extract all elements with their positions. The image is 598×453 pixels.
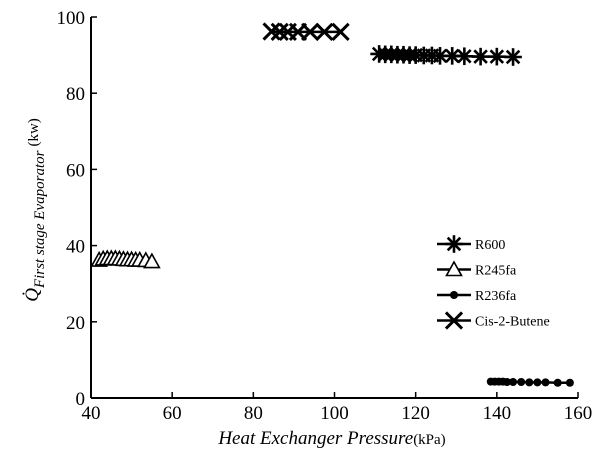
legend-label: R600 [475,238,505,253]
data-point [443,47,461,65]
svg-text:Q̇First stage Evaporator(kw): Q̇First stage Evaporator (kw) [21,118,48,302]
y-tick-label: 60 [66,160,85,181]
y-tick-label: 20 [66,313,85,334]
series-r245fa [90,249,161,269]
data-point [143,252,161,269]
data-point [509,377,518,386]
x-axis-label: Heat Exchanger Pressure [217,428,413,449]
legend-label: R236fa [475,289,517,304]
x-tick-label: 40 [82,403,101,424]
data-point [533,378,542,387]
legend-label: Cis-2-Butene [475,315,550,330]
ticks: 40 60 80 100 120 140 160 0 20 40 60 80 100 [57,8,593,424]
y-tick-label: 100 [57,8,86,29]
y-axis-title: Q̇First stage Evaporator (kw) [21,118,48,302]
x-tick-label: 140 [483,403,512,424]
legend-item-r600: R600 [437,235,505,253]
y-tick-label: 40 [66,237,85,258]
series-r600 [370,45,522,66]
legend-label: R245fa [475,264,517,279]
data-point [502,377,511,386]
data-point [553,378,562,387]
data-point [565,378,574,387]
legend-marker [450,291,458,299]
x-tick-label: 120 [401,403,430,424]
series-group [90,22,574,387]
legend-item-r245fa: R245fa [437,260,517,279]
axes [90,17,578,399]
x-axis-title: Heat Exchanger Pressure(kPa) [217,428,445,449]
series-r236fa [486,377,574,387]
y-tick-label: 80 [66,84,85,105]
data-point [488,47,506,66]
x-tick-label: 80 [244,403,263,424]
y-tick-label: 0 [76,389,86,410]
data-point [301,22,320,41]
x-tick-label: 100 [320,403,349,424]
data-point [315,22,334,41]
data-point [288,22,308,41]
data-point [541,378,550,387]
y-axis-unit: (kw) [26,118,42,146]
legend-marker [444,311,464,330]
legend: R600 R245fa R236fa Cis-2-Butene [437,235,550,330]
data-point [331,22,350,41]
data-point [525,378,534,387]
legend-item-r236fa: R236fa [437,289,517,304]
x-tick-label: 160 [564,403,593,424]
x-axis-unit: (kPa) [413,432,446,448]
y-axis-symbol: Q̇ [21,288,43,302]
x-tick-label: 60 [163,403,182,424]
data-point [504,48,522,66]
legend-marker [445,235,463,253]
legend-marker [445,260,463,277]
y-axis-subscript: First stage Evaporator [32,150,48,289]
data-point [471,47,490,66]
data-point [455,47,474,66]
legend-item-cis-2-butene: Cis-2-Butene [437,311,550,330]
series-cis-2-butene [262,22,350,41]
data-point [517,377,526,386]
